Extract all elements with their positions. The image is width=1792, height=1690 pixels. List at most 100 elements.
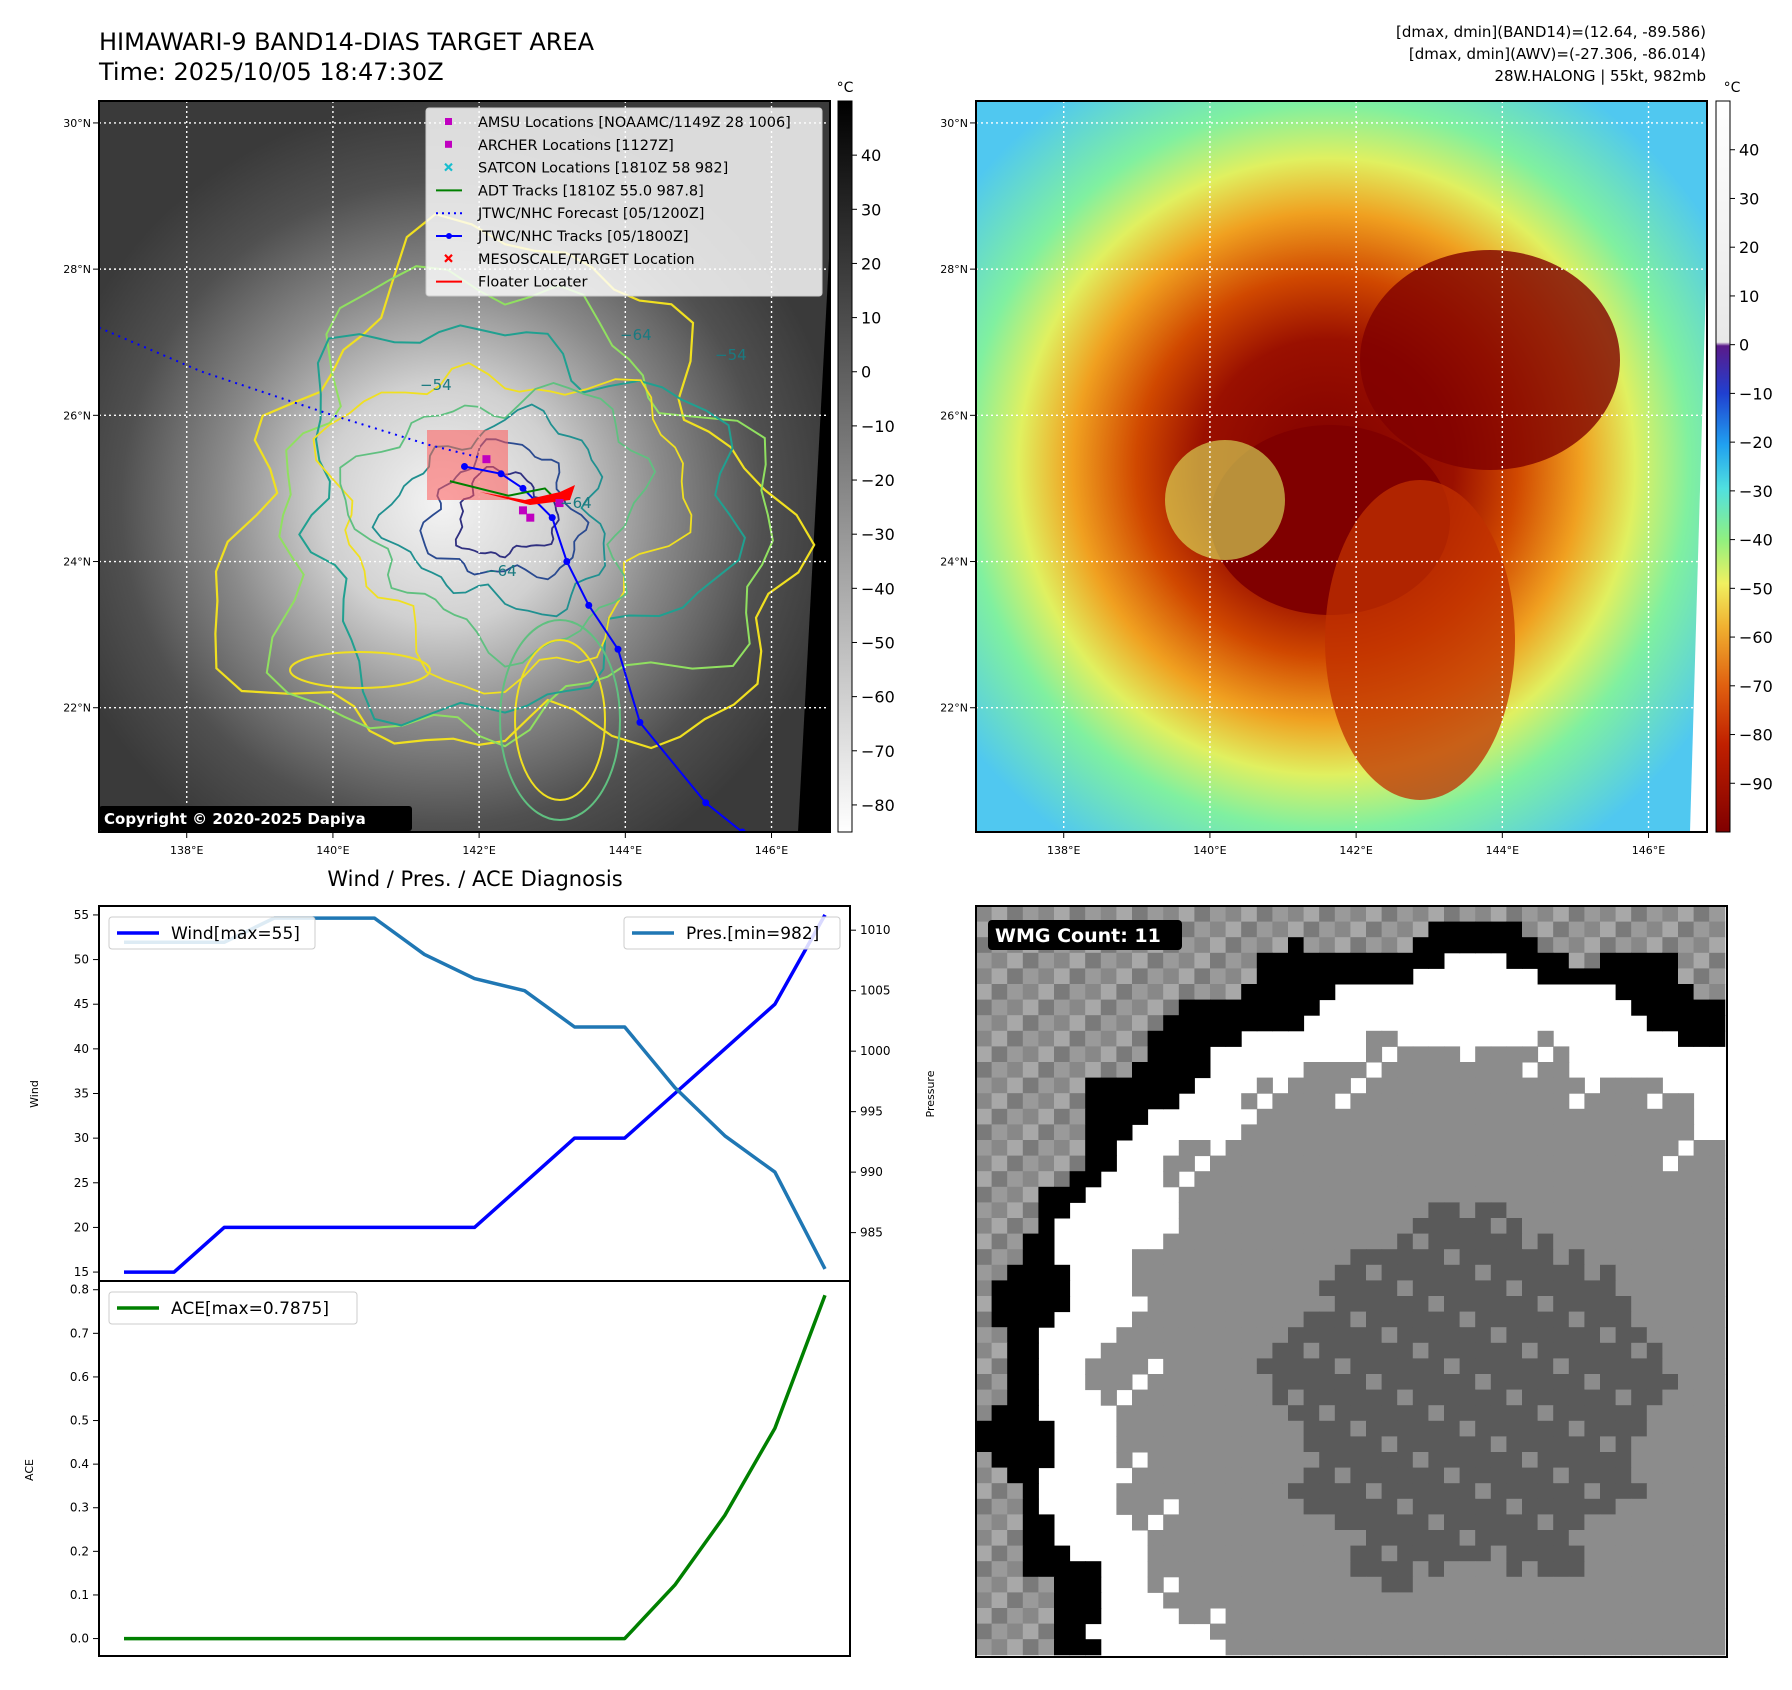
wmg-cell xyxy=(1428,1140,1445,1157)
wmg-cell xyxy=(1615,1436,1632,1453)
wmg-cell xyxy=(1350,1545,1367,1562)
wmg-cell xyxy=(1256,1374,1273,1391)
wmg-cell xyxy=(1366,1561,1383,1578)
wmg-cell xyxy=(1038,1623,1055,1640)
wmg-cell xyxy=(1194,1498,1211,1515)
wmg-cell xyxy=(1303,1608,1320,1625)
wmg-cell xyxy=(1553,1374,1570,1391)
wmg-cell xyxy=(1210,1311,1227,1328)
wmg-cell xyxy=(1381,1093,1398,1110)
wmg-cell xyxy=(1178,1405,1195,1422)
wmg-cell xyxy=(1210,1483,1227,1500)
contour-label: −54 xyxy=(420,376,452,394)
wmg-cell xyxy=(1615,937,1632,954)
jtwc-track-line xyxy=(464,465,743,832)
wmg-cell xyxy=(1568,1077,1585,1094)
wmg-cell xyxy=(1662,1280,1679,1297)
jtwc-track-point xyxy=(519,484,527,492)
wmg-cell xyxy=(1444,1046,1461,1063)
wmg-cell xyxy=(1381,1327,1398,1344)
wmg-cell xyxy=(1646,1545,1663,1562)
wmg-cell xyxy=(1506,1077,1523,1094)
wmg-cell xyxy=(1412,1264,1429,1281)
wmg-cell xyxy=(1319,1186,1336,1203)
wmg-cell xyxy=(1256,1233,1273,1250)
wmg-cell xyxy=(1256,1405,1273,1422)
wmg-cell xyxy=(1319,1561,1336,1578)
wmg-cell xyxy=(1163,1467,1180,1484)
wmg-cell xyxy=(1241,1639,1258,1656)
wmg-cell xyxy=(1444,1124,1461,1141)
wmg-cell xyxy=(1256,1420,1273,1437)
legend-box xyxy=(425,107,823,297)
wmg-cell xyxy=(1584,1327,1601,1344)
legend-swatch xyxy=(444,162,453,172)
lat-tick-label: 30°N xyxy=(940,117,968,130)
amsu-marker xyxy=(526,513,535,522)
wmg-cell xyxy=(1553,1467,1570,1484)
lat-tick-label: 24°N xyxy=(940,556,968,569)
wmg-cell xyxy=(1210,937,1227,954)
wmg-cell xyxy=(1506,1186,1523,1203)
wmg-cell xyxy=(1288,1296,1305,1313)
wmg-cell xyxy=(1210,984,1227,1001)
wmg-cell xyxy=(1225,1264,1242,1281)
wmg-cell xyxy=(1069,1015,1086,1032)
figure-time: Time: 2025/10/05 18:47:30Z xyxy=(98,58,444,86)
wmg-cell xyxy=(1350,1186,1367,1203)
wmg-cell xyxy=(1116,1498,1133,1515)
amsu-marker xyxy=(482,455,491,464)
legend-swatch xyxy=(444,254,453,263)
wmg-cell xyxy=(1428,1576,1445,1593)
wmg-cell xyxy=(1646,1342,1663,1359)
wmg-cell xyxy=(1646,1374,1663,1391)
wmg-cell xyxy=(1381,1296,1398,1313)
wmg-cell xyxy=(1303,1311,1320,1328)
wmg-cell xyxy=(1631,1124,1648,1141)
wmg-cell xyxy=(1600,1608,1617,1625)
wmg-cell xyxy=(1007,1233,1024,1250)
colorbar-tick-label: 40 xyxy=(1739,141,1759,160)
wmg-cell xyxy=(1132,1077,1149,1094)
wmg-cell xyxy=(1506,1561,1523,1578)
wmg-cell xyxy=(1178,984,1195,1001)
wmg-cell xyxy=(1022,1405,1039,1422)
wmg-cell xyxy=(1584,1264,1601,1281)
wmg-cell xyxy=(1615,1093,1632,1110)
wmg-cell xyxy=(1397,1530,1414,1547)
wmg-cell xyxy=(1194,1483,1211,1500)
wmg-cell xyxy=(1615,1358,1632,1375)
legend-label: SATCON Locations [1810Z 58 982] xyxy=(478,161,728,177)
wmg-cell xyxy=(1038,1280,1055,1297)
wmg-cell xyxy=(1553,1264,1570,1281)
legend-label: MESOSCALE/TARGET Location xyxy=(478,252,695,268)
wmg-cell xyxy=(1256,1155,1273,1172)
wmg-cell xyxy=(1241,968,1258,985)
wmg-cell xyxy=(1678,1623,1695,1640)
wmg-cell xyxy=(1600,1233,1617,1250)
wmg-cell xyxy=(1537,1327,1554,1344)
wmg-cell xyxy=(1459,1311,1476,1328)
y-right-tick-label: 1000 xyxy=(860,1044,891,1058)
wmg-cell xyxy=(1537,1545,1554,1562)
wmg-cell xyxy=(976,1108,993,1125)
wmg-cell xyxy=(1132,1327,1149,1344)
wmg-cell xyxy=(1334,1561,1351,1578)
wmg-cell xyxy=(1319,984,1336,1001)
wmg-cell xyxy=(1225,1280,1242,1297)
wmg-cell xyxy=(1319,1498,1336,1515)
wmg-cell xyxy=(1210,1155,1227,1172)
wmg-cell xyxy=(1444,1545,1461,1562)
wmg-cell xyxy=(1022,1576,1039,1593)
wmg-cell xyxy=(1631,1623,1648,1640)
wmg-cell xyxy=(1646,1405,1663,1422)
ace-plot-area xyxy=(98,1280,851,1657)
wmg-cell xyxy=(1600,1108,1617,1125)
wmg-cell xyxy=(1319,1093,1336,1110)
wmg-cell xyxy=(1584,1374,1601,1391)
wmg-cell xyxy=(1147,1530,1164,1547)
wmg-cell xyxy=(1397,1452,1414,1469)
wmg-cell xyxy=(1444,937,1461,954)
wmg-cell xyxy=(1678,1639,1695,1656)
lon-tick-label: 144°E xyxy=(609,844,642,857)
